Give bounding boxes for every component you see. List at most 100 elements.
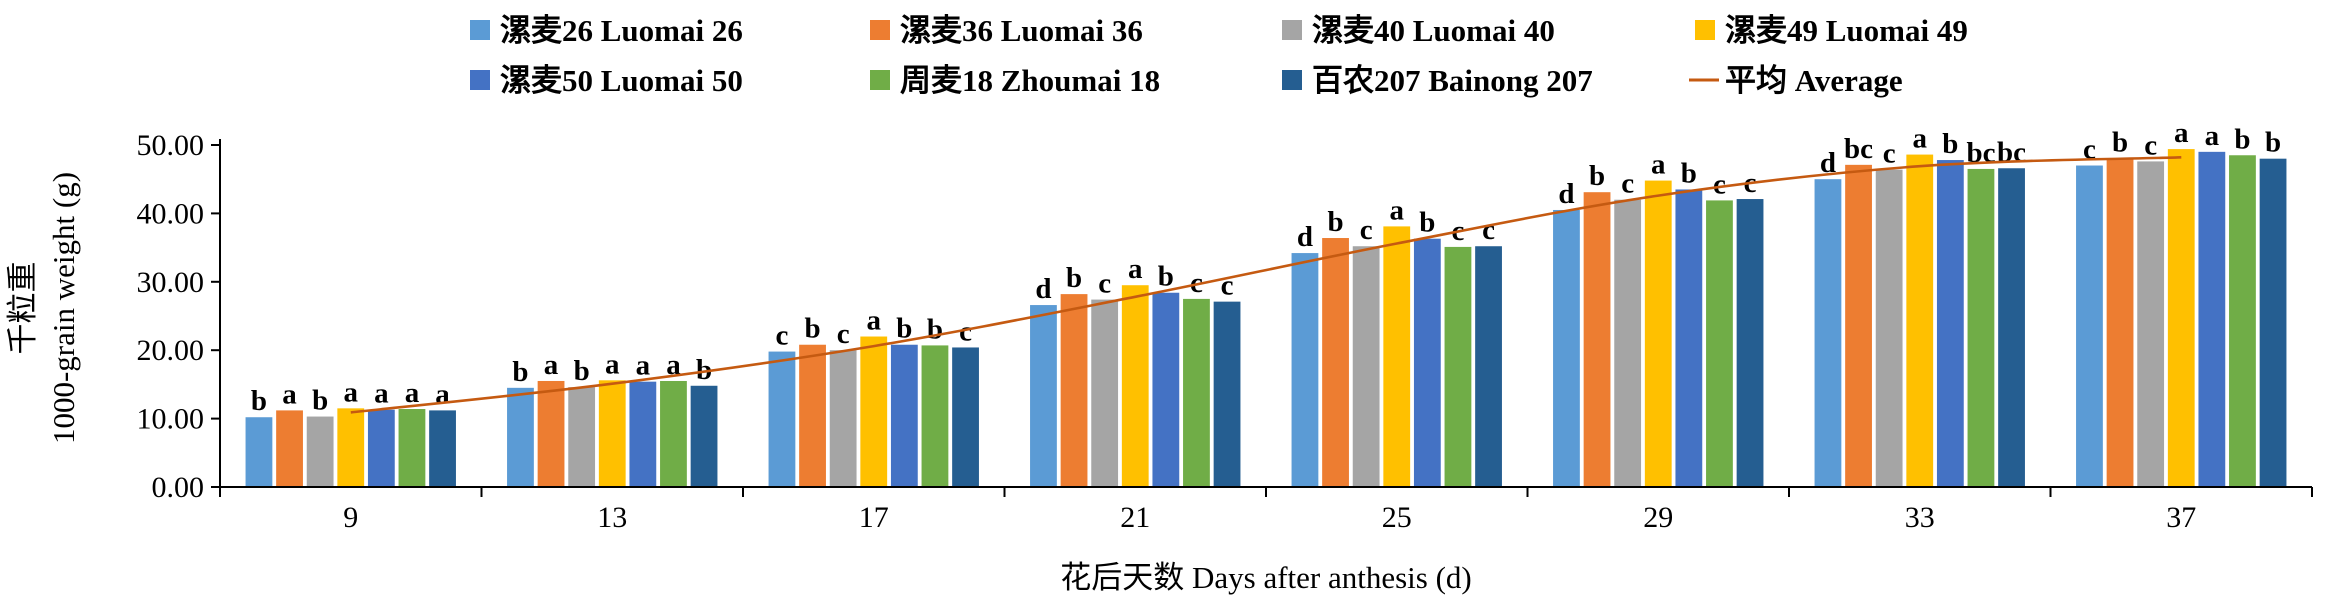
significance-letter: d: [1820, 147, 1836, 179]
legend-swatch: [1282, 70, 1302, 90]
significance-letter: a: [867, 305, 882, 337]
bar-4-3: [1152, 292, 1180, 487]
bar-4-1: [629, 381, 657, 487]
bar-5-7: [2229, 155, 2256, 487]
legend-label: 漯麦26 Luomai 26: [500, 13, 743, 48]
significance-letter: b: [804, 313, 820, 345]
significance-letter: c: [1221, 270, 1234, 302]
y-tick-label: 40.00: [137, 197, 205, 230]
significance-letter: c: [1713, 168, 1726, 200]
bar-5-1: [660, 380, 687, 487]
x-tick-label: 33: [1905, 501, 1935, 534]
bar-0-0: [245, 417, 273, 487]
bar-0-2: [768, 351, 796, 487]
legend-swatch: [470, 70, 490, 90]
x-tick-label: 25: [1382, 501, 1412, 534]
bar-5-0: [398, 409, 426, 487]
x-tick-label: 21: [1120, 501, 1150, 534]
significance-letter: a: [405, 377, 420, 409]
significance-letter: b: [1066, 262, 1082, 294]
legend-swatch: [1282, 20, 1302, 40]
bar-0-4: [1291, 253, 1319, 487]
y-tick-label: 50.00: [137, 129, 205, 162]
bar-6-4: [1475, 246, 1502, 487]
bar-2-2: [829, 350, 857, 487]
bar-0-6: [1814, 179, 1842, 487]
legend-swatch: [870, 70, 890, 90]
significance-letter: b: [1681, 157, 1697, 189]
bar-1-4: [1322, 238, 1349, 487]
significance-letter: a: [435, 378, 450, 410]
significance-letter: c: [1098, 268, 1111, 300]
significance-letter: b: [696, 354, 712, 386]
significance-letter: a: [605, 348, 620, 380]
legend-label: 百农207 Bainong 207: [1312, 63, 1593, 98]
legend-label: 周麦18 Zhoumai 18: [900, 63, 1160, 98]
axes: 0.00 10.00 20.00 30.00 40.00 50.00 9 13 17 21 25 29…: [137, 129, 2313, 534]
significance-letter: a: [666, 349, 681, 381]
significance-letter: c: [1621, 168, 1634, 200]
significance-letter: b: [512, 356, 528, 388]
bar-2-6: [1875, 169, 1903, 487]
legend-swatch: [870, 20, 890, 40]
bar-3-1: [598, 380, 626, 487]
significance-letter: b: [312, 385, 328, 417]
bar-3-0: [337, 408, 365, 487]
bar-1-5: [1583, 192, 1611, 488]
significance-letter: c: [1190, 267, 1203, 299]
legend-label: 漯麦50 Luomai 50: [500, 63, 743, 98]
significance-letter: b: [1419, 207, 1435, 239]
bar-6-6: [1998, 168, 2025, 488]
x-tick-label: 17: [859, 501, 889, 534]
bar-3-7: [2167, 149, 2195, 487]
significance-letter: c: [959, 315, 972, 347]
bar-3-6: [1906, 154, 1934, 488]
legend: 漯麦26 Luomai 26 漯麦36 Luomai 36 漯麦40 Luomai …: [470, 13, 1968, 98]
significance-letter: a: [344, 376, 359, 408]
legend-label: 漯麦40 Luomai 40: [1312, 13, 1555, 48]
bar-5-3: [1183, 298, 1210, 487]
significance-letter: a: [1913, 123, 1928, 155]
significance-letter: b: [927, 313, 943, 345]
bar-1-3: [1060, 294, 1088, 487]
legend-swatch: [1695, 20, 1715, 40]
significance-letter: b: [1327, 206, 1343, 238]
bar-5-4: [1444, 246, 1472, 487]
x-tick-label: 29: [1643, 501, 1673, 534]
legend-label: 漯麦36 Luomai 36: [900, 13, 1143, 48]
legend-swatch: [470, 20, 490, 40]
significance-letter: c: [776, 320, 789, 352]
bar-1-0: [276, 410, 303, 487]
significance-letter: d: [1035, 273, 1051, 305]
bar-0-7: [2076, 165, 2103, 487]
bar-3-2: [860, 336, 888, 487]
bar-4-4: [1413, 238, 1441, 487]
significance-letter: b: [1942, 128, 1958, 160]
bar-6-3: [1213, 301, 1241, 487]
significance-letter: a: [1390, 194, 1405, 226]
bar-0-3: [1030, 305, 1057, 487]
legend-label: 平均 Average: [1725, 63, 1903, 98]
significance-letter: bc: [1844, 133, 1873, 165]
significance-letter: b: [896, 313, 912, 345]
significance-letter: a: [544, 349, 559, 381]
bar-3-3: [1121, 285, 1149, 487]
bar-0-1: [507, 387, 534, 487]
bar-2-3: [1091, 299, 1119, 487]
y-axis-title-line2: 1000-grain weight (g): [46, 172, 81, 444]
significance-letter: b: [1589, 160, 1605, 192]
significance-letter: c: [837, 318, 850, 350]
bar-3-4: [1383, 226, 1411, 487]
bar-2-1: [568, 387, 596, 487]
bar-4-6: [1936, 160, 1964, 487]
significance-letter: b: [574, 355, 590, 387]
bar-6-0: [429, 410, 456, 487]
x-tick-label: 13: [597, 501, 627, 534]
bar-1-7: [2106, 158, 2134, 487]
bar-5-6: [1967, 168, 1995, 487]
significance-letter: b: [2265, 127, 2281, 159]
y-tick-label: 20.00: [137, 334, 205, 367]
bar-6-2: [952, 347, 979, 487]
